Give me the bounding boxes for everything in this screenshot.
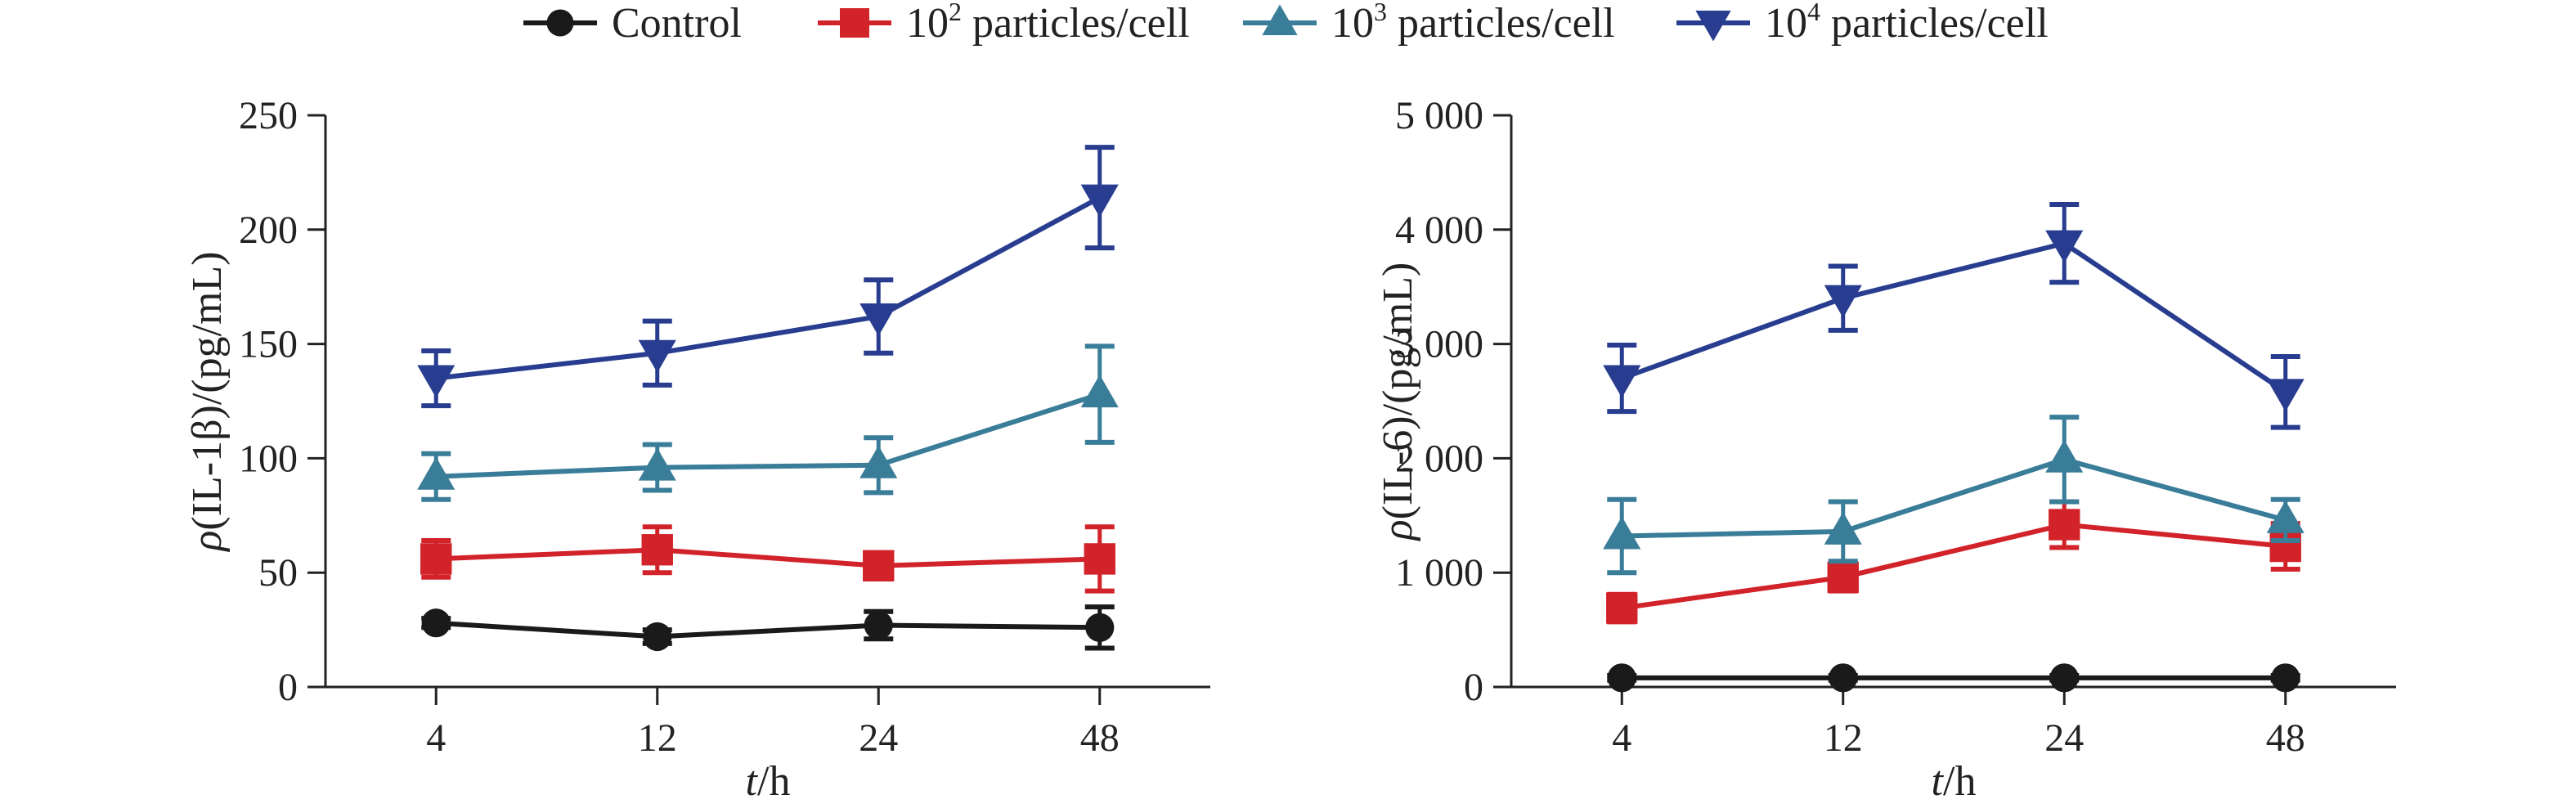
data-point — [1824, 285, 1862, 318]
data-point — [2045, 439, 2084, 473]
y-tick-label: 200 — [239, 209, 298, 252]
y-tick-label: 0 — [278, 666, 298, 709]
legend-item: 104 particles/cell — [1676, 0, 2049, 47]
series — [417, 343, 1119, 502]
y-tick-label: 4 000 — [1395, 209, 1483, 252]
series-line — [436, 392, 1101, 479]
data-point — [638, 447, 676, 481]
data-point — [1603, 516, 1641, 550]
data-point — [641, 534, 673, 566]
series-line — [436, 547, 1100, 568]
data-point — [2049, 509, 2080, 541]
series-line — [1621, 522, 2287, 611]
data-point — [1080, 184, 1119, 218]
x-axis-title: t/h — [746, 758, 791, 805]
series-line — [436, 620, 1100, 640]
data-point — [1607, 663, 1636, 693]
data-point — [1827, 561, 1859, 593]
data-point — [421, 608, 451, 638]
series — [1603, 202, 2304, 430]
data-point — [2049, 663, 2079, 693]
data-point — [1829, 663, 1858, 693]
x-tick-label: 12 — [1824, 716, 1863, 760]
chart-il1b: 0 50 100 150 200 250 4 12 24 48 t/h ρ(IL-1β)/(pg/mL… — [184, 94, 1210, 805]
y-tick-label: 100 — [239, 437, 298, 480]
data-point — [1084, 543, 1115, 575]
data-point — [1824, 511, 1862, 545]
x-tick-label: 24 — [2044, 716, 2084, 760]
legend-label: 103 particles/cell — [1331, 0, 1615, 47]
legend-superscript: 3 — [1374, 0, 1387, 26]
y-tick-label: 250 — [239, 94, 298, 137]
legend-item: 102 particles/cell — [818, 0, 1190, 47]
x-tick-label: 12 — [638, 716, 677, 760]
series — [1606, 499, 2301, 625]
data-point — [864, 610, 893, 640]
legend-superscript: 4 — [1807, 0, 1820, 26]
series-line — [1621, 240, 2287, 394]
data-point — [417, 365, 456, 398]
chart-il6: 0 1 000 2 000 3 000 4 000 5 000 4 12 24 48 t/h ρ(IL… — [1375, 94, 2396, 805]
data-point — [643, 622, 672, 652]
data-point — [863, 550, 895, 582]
series — [420, 524, 1115, 594]
y-tick-label: 50 — [258, 551, 298, 595]
data-point — [2271, 663, 2300, 693]
y-tick-label: 0 — [1464, 666, 1483, 709]
series — [421, 604, 1115, 652]
legend-label: Control — [612, 0, 742, 47]
data-point — [1603, 365, 1641, 398]
data-point — [859, 445, 898, 478]
y-tick-label: 5 000 — [1395, 94, 1483, 137]
legend-label-rest: particles/cell — [962, 0, 1190, 47]
data-point — [1085, 613, 1115, 642]
data-point — [2045, 230, 2084, 263]
data-point — [2266, 379, 2304, 412]
y-tick-label: 150 — [239, 323, 298, 366]
series — [1607, 663, 2300, 693]
y-tick-label: 3 000 — [1395, 323, 1483, 366]
x-tick-label: 4 — [1612, 716, 1631, 760]
y-tick-label: 1 000 — [1395, 551, 1483, 595]
x-tick-label: 48 — [1080, 716, 1120, 760]
legend-item: 103 particles/cell — [1243, 0, 1615, 47]
legend-label: 104 particles/cell — [1765, 0, 2049, 47]
x-axis-title: t/h — [1932, 758, 1977, 805]
x-tick-label: 24 — [859, 716, 898, 760]
series-line — [435, 195, 1102, 381]
data-point — [417, 456, 456, 490]
legend-label: 102 particles/cell — [906, 0, 1190, 47]
legend-label-rest: particles/cell — [1820, 0, 2049, 47]
x-tick-label: 48 — [2266, 716, 2305, 760]
y-axis-title: ρ(IL-1β)/(pg/mL) — [184, 251, 231, 552]
data-point — [859, 303, 898, 337]
legend-item: Control — [523, 0, 742, 47]
legend-marker-circle — [546, 9, 574, 37]
legend-marker-triangle-up — [1262, 4, 1298, 35]
data-point — [420, 543, 452, 575]
series — [417, 145, 1119, 409]
legend-marker-triangle-down — [1695, 11, 1731, 42]
legend-superscript: 2 — [949, 0, 962, 26]
y-axis-title: ρ(IL-6)/(pg/mL) — [1375, 263, 1421, 542]
legend-label-rest: particles/cell — [1387, 0, 1615, 47]
data-point — [638, 339, 676, 373]
data-point — [1606, 592, 1638, 624]
series-line — [1622, 456, 2287, 539]
data-point — [2266, 500, 2304, 533]
data-point — [1080, 375, 1119, 408]
legend-marker-square — [840, 8, 869, 38]
y-tick-label: 2 000 — [1395, 437, 1483, 480]
x-tick-label: 4 — [426, 716, 446, 760]
legend: Control 102 particles/cell 103 particles/c… — [523, 0, 2049, 47]
series — [1603, 415, 2304, 576]
